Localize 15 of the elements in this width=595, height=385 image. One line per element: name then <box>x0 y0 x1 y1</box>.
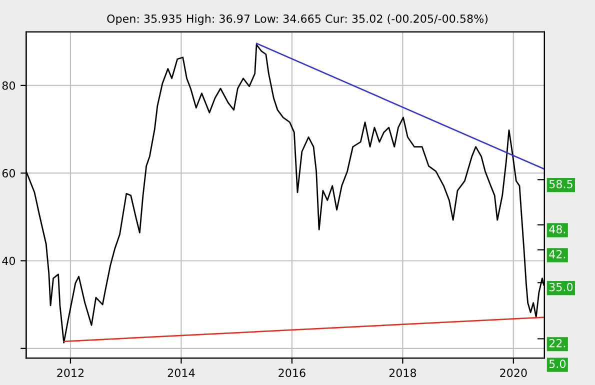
y-tick-label: 60 <box>2 169 16 178</box>
y-tick-label: 40 <box>2 256 16 266</box>
y2-tick-label: 58.5 <box>549 180 572 188</box>
x-tick-label: 2014 <box>168 368 195 378</box>
x-tick-label: 2018 <box>389 368 416 378</box>
y2-tick-label: 48. <box>549 225 566 234</box>
text: 5.0 <box>549 360 566 368</box>
y2-tick-label: 42. <box>549 250 566 258</box>
x-tick-label: 2020 <box>500 368 527 378</box>
y2-tick-label: 22. <box>549 338 566 348</box>
y2-tick-label: 35.0 <box>549 282 573 292</box>
y-tick-label: 80 <box>2 81 16 90</box>
chart-subtitle: Open: 35.935 High: 36.97 Low: 34.665 Cur: 35.02 (-00.205/-00.58%) <box>107 14 488 26</box>
x-tick-label: 2016 <box>278 368 306 378</box>
x-tick-label: 2012 <box>57 368 84 378</box>
